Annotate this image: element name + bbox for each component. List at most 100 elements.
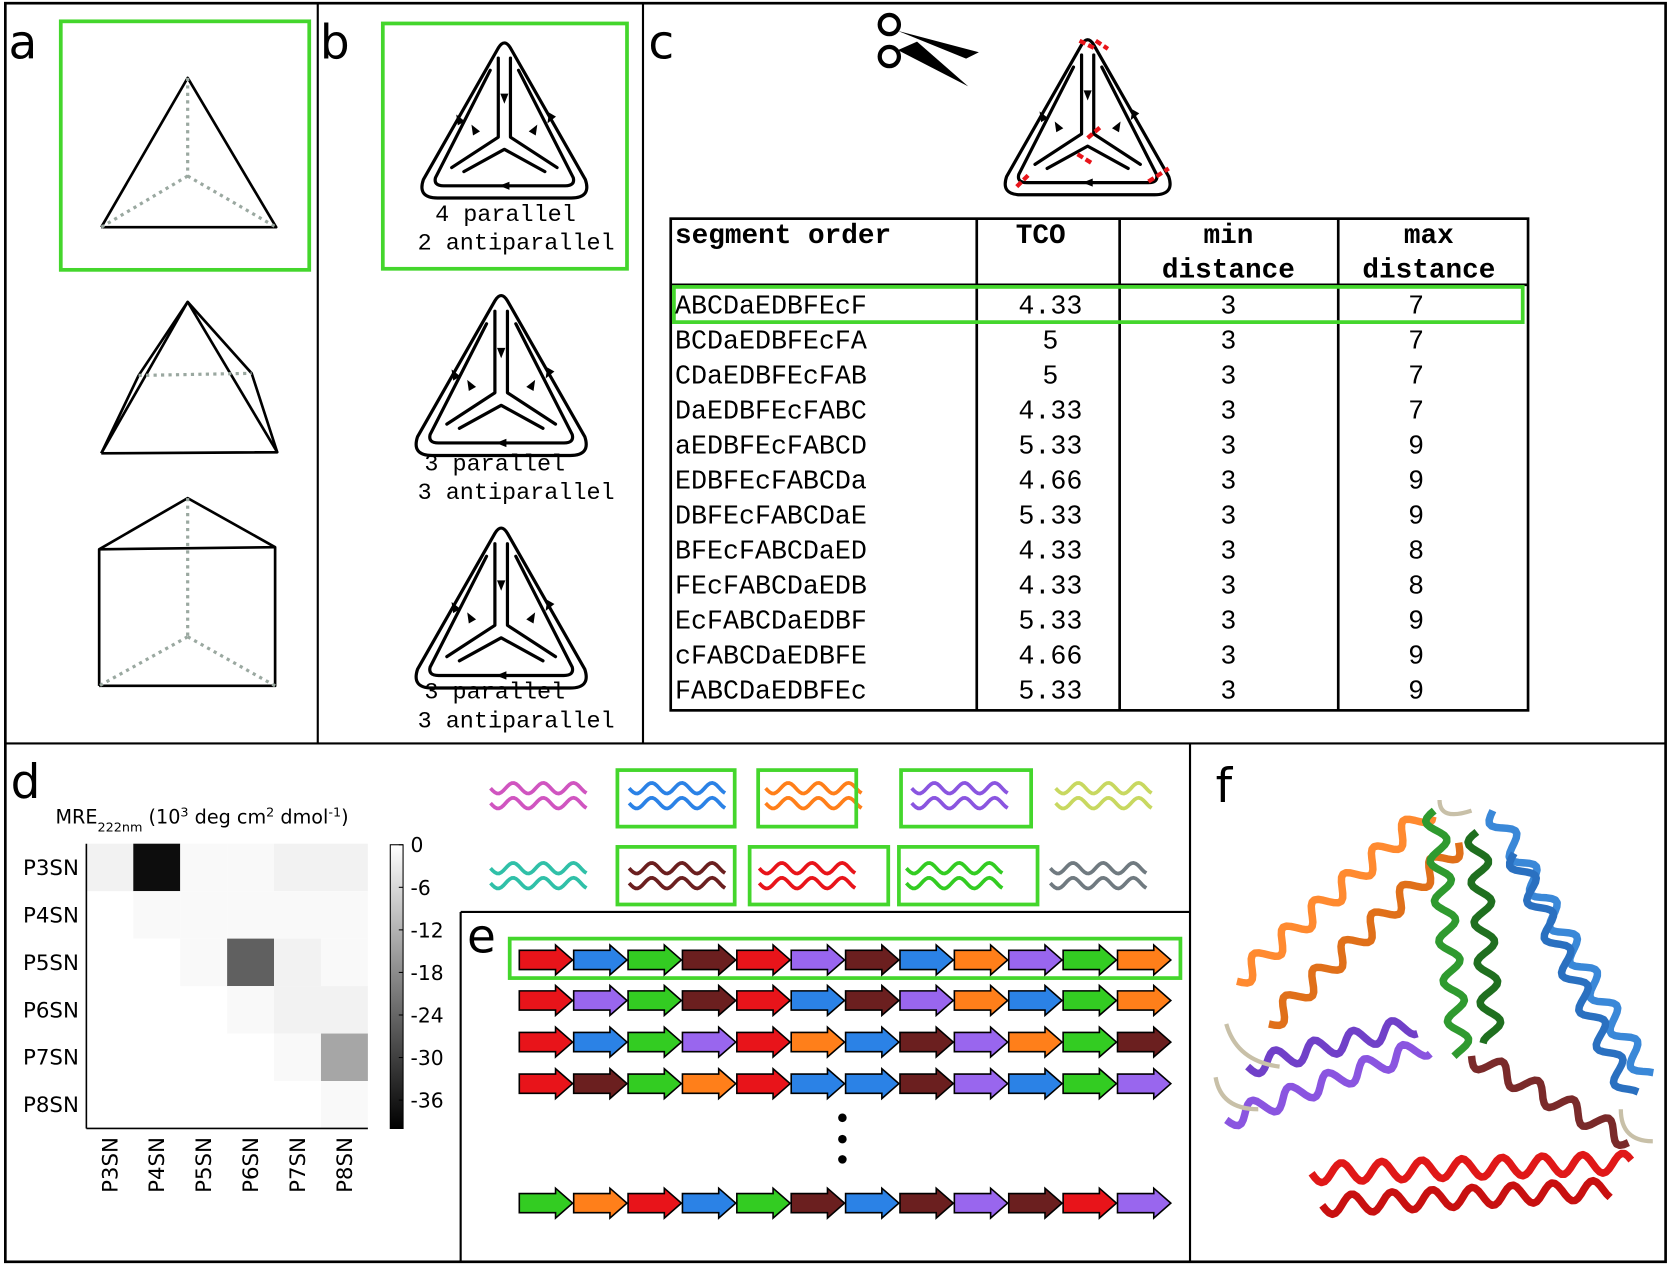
table-cell: EDBFEcFABCDa	[675, 468, 867, 498]
table-cell: 4.66	[1018, 642, 1082, 672]
table-cell: 3	[1220, 363, 1236, 393]
colorbar-tick-label: -18	[411, 961, 444, 985]
segment-arrow	[953, 1025, 1009, 1059]
direction-arrow	[526, 379, 536, 392]
highlight-box	[897, 845, 1040, 907]
segment-arrow	[899, 1186, 955, 1220]
table-cell: 7	[1408, 293, 1424, 323]
title-part: 3	[180, 805, 188, 820]
hidden-edge	[186, 174, 277, 229]
loop	[1618, 1109, 1653, 1144]
direction-arrow	[1082, 178, 1093, 187]
helix-strand	[627, 875, 727, 891]
table-cell: 3	[1220, 642, 1236, 672]
title-part: 222nm	[97, 820, 142, 835]
segment-arrow	[572, 1066, 629, 1101]
direction-arrow	[467, 612, 477, 624]
prism	[97, 496, 277, 688]
title-part: 2	[266, 805, 274, 820]
segment-arrow	[953, 1186, 1009, 1220]
highlight-box	[380, 21, 629, 271]
scissors-icon	[877, 12, 979, 87]
table-cell: 7	[1408, 328, 1424, 358]
handle	[877, 44, 902, 69]
segment-arrow	[736, 1186, 792, 1220]
table-cell: 5.33	[1018, 677, 1082, 707]
heatmap-cell	[320, 843, 368, 892]
loop	[1213, 1076, 1259, 1112]
segment-arrow	[1062, 1025, 1118, 1059]
cut-mark	[1076, 152, 1095, 167]
row-label: P3SN	[23, 856, 79, 881]
protein-helix	[1245, 1017, 1419, 1078]
y-strand	[1033, 53, 1142, 171]
table-cell: 5.33	[1018, 433, 1082, 463]
helix-strand	[627, 795, 727, 811]
segment-arrow	[953, 1066, 1009, 1101]
direction-arrow	[545, 599, 555, 612]
row-label: P8SN	[23, 1093, 79, 1118]
segment-arrow	[844, 943, 901, 977]
helix-strand	[757, 860, 857, 876]
heatmap-cell	[274, 1033, 321, 1082]
direction-arrow	[499, 181, 510, 190]
protein-helix	[1268, 842, 1464, 1030]
segment-arrow	[627, 943, 683, 977]
panel-label: e	[467, 909, 496, 964]
table-cell: 3	[1220, 677, 1236, 707]
row-label: P6SN	[23, 998, 79, 1023]
table-cell: 7	[1408, 363, 1424, 393]
segment-arrow	[681, 1066, 737, 1101]
panel-label: a	[9, 16, 38, 71]
y-strand	[450, 56, 559, 174]
heatmap-cell	[180, 843, 228, 892]
segment-arrow	[1007, 1025, 1064, 1059]
table-cell: 4.33	[1018, 293, 1082, 323]
segment-arrow	[736, 1066, 792, 1101]
row-label: P4SN	[23, 903, 79, 928]
direction-arrow	[528, 124, 538, 136]
caption: 3 antiparallel	[418, 480, 615, 507]
helix-strand	[489, 795, 588, 811]
direction-arrow	[500, 93, 509, 104]
table-cell: aEDBFEcFABCD	[675, 433, 867, 463]
path-diagram	[420, 41, 589, 200]
hidden-edge	[138, 371, 252, 378]
highlight-box	[747, 845, 891, 907]
direction-arrow	[471, 124, 481, 136]
segment-arrow	[518, 1186, 574, 1220]
table-cell: 8	[1408, 537, 1424, 567]
direction-arrow	[1112, 121, 1121, 133]
heatmap-cell	[227, 891, 275, 939]
segment-arrow	[1116, 1066, 1173, 1101]
protein-helix	[1421, 807, 1473, 1059]
table-cell: 7	[1408, 398, 1424, 428]
highlight-box	[756, 768, 859, 829]
helix-strand	[764, 795, 863, 811]
protein-helix	[1308, 1149, 1635, 1187]
table-cell: 4.33	[1018, 537, 1082, 567]
segment-arrow	[1116, 983, 1173, 1018]
column-header: distance	[1362, 255, 1495, 286]
heatmap-cell	[133, 891, 181, 939]
segment-arrow	[1062, 983, 1118, 1018]
inner-loop	[433, 68, 576, 188]
table-cell: 9	[1408, 677, 1424, 707]
blade	[897, 30, 979, 59]
segment-arrow	[790, 1025, 846, 1059]
helix-strand	[489, 780, 588, 796]
path-diagram	[1003, 38, 1172, 197]
table-cell: FEcFABCDaEDB	[675, 572, 867, 602]
segment-arrow	[681, 943, 737, 977]
table-cell: 9	[1408, 607, 1424, 637]
helix-strand	[627, 780, 727, 796]
segment-arrow	[518, 1025, 574, 1059]
heatmap-cell	[274, 843, 321, 892]
edge	[186, 301, 279, 453]
cut-mark	[1086, 124, 1104, 140]
colorbar-tick-label: 0	[411, 833, 424, 857]
segment-arrow	[736, 1025, 792, 1059]
segment-arrow	[1062, 1066, 1118, 1101]
segment-arrow	[899, 943, 955, 977]
